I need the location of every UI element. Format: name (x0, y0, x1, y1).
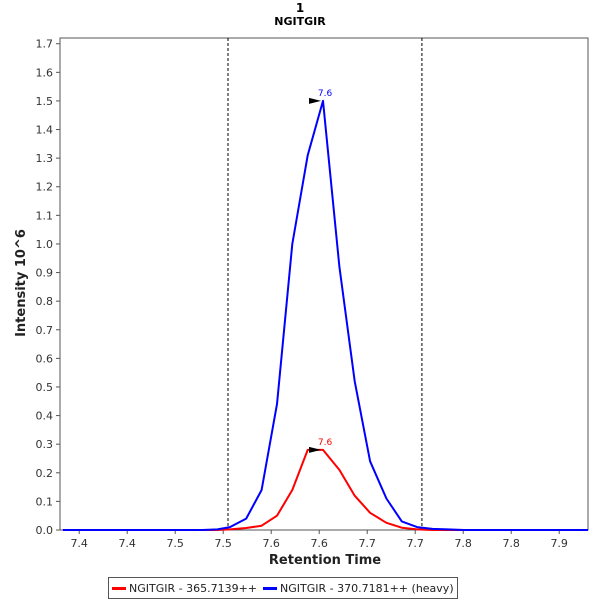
y-tick-label: 1.6 (36, 66, 54, 79)
legend-item-heavy: NGITGIR - 370.7181++ (heavy) (263, 582, 454, 595)
y-tick-label: 0.6 (36, 352, 54, 365)
y-tick-label: 0.3 (36, 438, 54, 451)
peak-marker (309, 97, 322, 104)
y-tick-label: 1.7 (36, 38, 54, 51)
y-tick-label: 0.2 (36, 467, 54, 480)
x-axis: 7.4 7.4 7.5 7.5 7.6 7.6 7.7 7.7 7.8 7.8 7.9 (70, 530, 568, 550)
y-tick-label: 0.4 (36, 410, 54, 423)
x-tick-label: 7.4 (70, 537, 88, 550)
y-tick-label: 1.4 (36, 124, 54, 137)
x-tick-label: 7.7 (358, 537, 376, 550)
y-axis: 0.0 0.1 0.2 0.3 0.4 0.5 0.6 0.7 0.8 0.9 1.0 1.1 1.2 1… (36, 38, 60, 537)
legend-swatch-red (112, 586, 126, 590)
y-tick-label: 0.5 (36, 381, 54, 394)
legend-label-light: NGITGIR - 365.7139++ (129, 581, 258, 595)
chart-title: 1 (296, 1, 304, 15)
legend-swatch-blue (263, 586, 278, 590)
x-tick-label: 7.7 (406, 537, 424, 550)
legend-label-heavy: NGITGIR - 370.7181++ (heavy) (280, 581, 454, 595)
peak-boundaries (227, 38, 423, 530)
legend-item-light: NGITGIR - 365.7139++ (112, 582, 257, 595)
y-tick-label: 1.5 (36, 95, 54, 108)
y-tick-label: 0.7 (36, 324, 54, 337)
x-tick-label: 7.4 (118, 537, 136, 550)
y-tick-label: 0.8 (36, 295, 54, 308)
chart-legend: NGITGIR - 365.7139++ NGITGIR - 370.7181+… (108, 577, 458, 599)
x-tick-label: 7.5 (166, 537, 184, 550)
y-tick-label: 1.0 (36, 238, 54, 251)
series-line-heavy (62, 99, 588, 531)
y-tick-label: 1.3 (36, 152, 54, 165)
x-tick-label: 7.8 (502, 537, 520, 550)
peak-label: 7.6 (318, 89, 333, 99)
peak-label: 7.6 (318, 438, 333, 448)
x-tick-label: 7.5 (214, 537, 232, 550)
peak-marker (309, 446, 322, 453)
x-tick-label: 7.8 (454, 537, 472, 550)
x-axis-label: Retention Time (269, 553, 381, 568)
y-tick-label: 1.1 (36, 209, 54, 222)
y-tick-label: 0.0 (36, 524, 54, 537)
series-group (62, 99, 588, 531)
chart-subtitle: NGITGIR (274, 15, 326, 28)
y-tick-label: 0.1 (36, 495, 54, 508)
y-tick-label: 0.9 (36, 267, 54, 280)
x-tick-label: 7.9 (550, 537, 568, 550)
y-tick-label: 1.2 (36, 181, 54, 194)
chromatogram-chart: 1 NGITGIR 0.0 0.1 0.2 0.3 0.4 0.5 0.6 0.7 0.8 0.9… (14, 1, 589, 568)
x-tick-label: 7.6 (262, 537, 280, 550)
x-tick-label: 7.6 (310, 537, 328, 550)
y-axis-label: Intensity 10^6 (14, 229, 29, 337)
peak-annotations: 7.6 7.6 (309, 89, 332, 453)
